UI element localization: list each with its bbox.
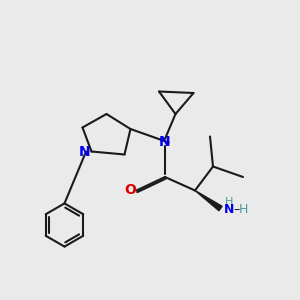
Text: N: N bbox=[224, 202, 234, 216]
Text: N: N bbox=[159, 136, 171, 149]
Text: H: H bbox=[238, 202, 248, 216]
Text: N: N bbox=[79, 145, 91, 158]
Text: H: H bbox=[225, 197, 233, 207]
Text: –: – bbox=[234, 202, 240, 216]
Text: O: O bbox=[124, 184, 136, 197]
Polygon shape bbox=[195, 190, 222, 211]
